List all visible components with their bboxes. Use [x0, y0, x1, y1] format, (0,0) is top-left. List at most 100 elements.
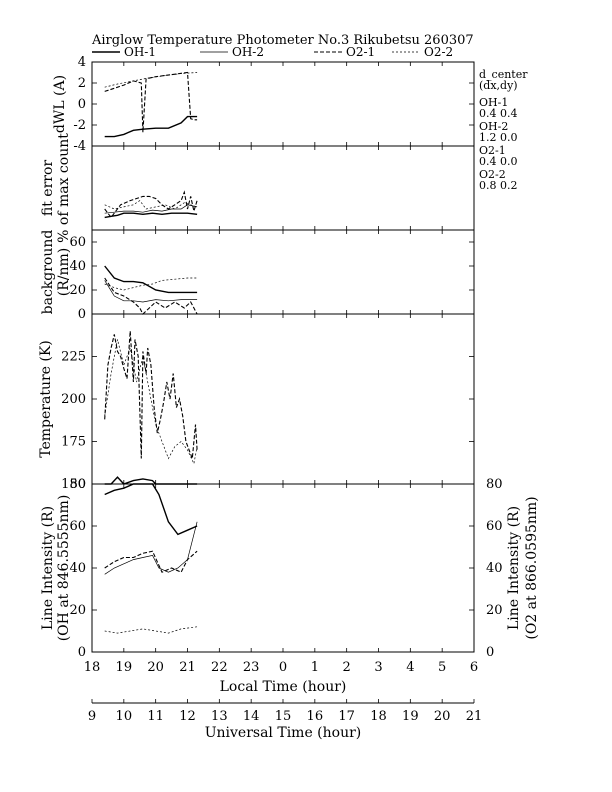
local-time-tick-label: 20: [147, 660, 164, 675]
y2-tick-label: 20: [486, 603, 503, 618]
panel-3: 60 40 20 0 background (R/nm): [40, 229, 475, 322]
local-time-tick-label: 18: [84, 660, 101, 675]
series-line-oh-1: [104, 483, 198, 536]
panel-1: 4 2 0 -2 -4 dWL (A): [52, 55, 475, 154]
series-line-o2-1: [104, 550, 198, 573]
panel-frame: [91, 483, 475, 653]
ut-axis-label: Universal Time (hour): [205, 725, 362, 741]
d-center-note: d_center(dx,dy)OH-10.4 0.4OH-21.2 0.0O2-…: [479, 68, 528, 192]
y-axis-label-2: % of max count: [56, 133, 72, 243]
panel-frame: [91, 61, 475, 147]
panel-frame: [91, 145, 475, 231]
y-axis-label-2: (OH at 846.5555nm): [56, 495, 72, 642]
y2-tick-label: 0: [486, 645, 494, 660]
local-time-tick-label: 0: [279, 660, 287, 675]
y2-tick-label: 80: [486, 477, 503, 492]
y-tick-label: -2: [73, 118, 86, 133]
chart-title: Airglow Temperature Photometer No.3 Riku…: [91, 33, 474, 48]
d-center-name: O2-1: [479, 144, 506, 157]
y-tick-label: 20: [69, 603, 86, 618]
ut-tick-label: 13: [211, 709, 228, 724]
series-line-oh-1: [104, 212, 198, 219]
local-time-tick-label: 3: [374, 660, 382, 675]
y-tick-label: 80: [69, 477, 86, 492]
y-tick-label: 0: [78, 97, 86, 112]
y-axis-label: dWL (A): [52, 75, 68, 133]
y-tick-label: 225: [61, 350, 86, 365]
d-center-header: d_center: [479, 68, 528, 81]
d-center-value: 1.2 0.0: [479, 131, 517, 144]
y-axis-label: Temperature (K): [38, 340, 54, 458]
local-time-tick-label: 21: [179, 660, 196, 675]
local-time-tick-label: 6: [470, 660, 478, 675]
y-tick-label: 4: [78, 55, 86, 70]
legend-item-oh-1: OH-1: [92, 45, 156, 59]
ut-tick-label: 15: [275, 709, 292, 724]
series-line-oh-1: [104, 476, 198, 485]
series-line-o2-2: [104, 626, 198, 634]
y2-axis-label-2: (O2 at 866.0595nm): [524, 496, 540, 639]
ut-tick-label: 16: [307, 709, 324, 724]
panel-frame: [91, 229, 475, 315]
series-line-o2-1: [104, 190, 198, 219]
ut-tick-label: 17: [338, 709, 355, 724]
ut-tick-label: 12: [179, 709, 196, 724]
y2-tick-label: 60: [486, 519, 503, 534]
legend-item-o2-1: O2-1: [314, 45, 375, 59]
series-line-o2-1: [104, 330, 198, 459]
ut-tick-label: 19: [402, 709, 419, 724]
series-line-o2-1: [104, 71, 198, 133]
local-time-tick-label: 23: [243, 660, 260, 675]
y2-axis-label: Line Intensity (R): [506, 506, 522, 630]
legend-label: OH-1: [124, 45, 156, 59]
y-tick-label: 60: [69, 519, 86, 534]
series-line-o2-2: [104, 339, 198, 465]
y-tick-label: -4: [73, 139, 86, 154]
local-time-tick-label: 19: [116, 660, 133, 675]
local-time-tick-label: 1: [311, 660, 319, 675]
y-tick-label: 2: [78, 76, 86, 91]
d-center-header: (dx,dy): [479, 79, 518, 92]
ut-tick-label: 14: [243, 709, 260, 724]
y-tick-label: 40: [69, 561, 86, 576]
series-line-oh-1: [104, 265, 198, 294]
y-axis-label: Line Intensity (R): [40, 506, 56, 630]
d-center-value: 0.4 0.4: [479, 107, 517, 120]
y-axis-label: background: [40, 230, 56, 315]
series-line-oh-2: [104, 204, 198, 214]
series-line-o2-1: [104, 277, 198, 315]
local-time-tick-label: 5: [438, 660, 446, 675]
y-tick-label: 20: [69, 283, 86, 298]
series-line-oh-2: [104, 280, 198, 303]
d-center-name: OH-1: [479, 96, 508, 109]
legend-label: O2-1: [346, 45, 375, 59]
d-center-name: OH-2: [479, 120, 508, 133]
y-tick-label: 40: [69, 259, 86, 274]
legend: OH-1 OH-2 O2-1 O2-2: [92, 45, 453, 59]
y-tick-label: 0: [78, 307, 86, 322]
legend-item-o2-2: O2-2: [392, 45, 453, 59]
local-time-tick-label: 2: [343, 660, 351, 675]
panel-2: fit error% of max count: [40, 133, 475, 243]
legend-label: OH-2: [232, 45, 264, 59]
y-tick-label: 200: [61, 392, 86, 407]
y-tick-label: 150: [61, 477, 86, 492]
ut-tick-label: 18: [370, 709, 387, 724]
series-line-oh-1: [104, 115, 198, 138]
ut-tick-label: 9: [88, 709, 96, 724]
series-line-o2-2: [104, 277, 198, 291]
panel-4: 225 200 175 150 Temperature (K): [38, 313, 475, 492]
series-line-o2-2: [104, 72, 198, 88]
ut-tick-label: 10: [116, 709, 133, 724]
legend-item-oh-2: OH-2: [200, 45, 264, 59]
ut-tick-label: 20: [434, 709, 451, 724]
y-tick-label: 60: [69, 235, 86, 250]
y-tick-label: 175: [61, 435, 86, 450]
series-line-oh-2: [104, 521, 198, 575]
d-center-value: 0.8 0.2: [479, 179, 517, 192]
d-center-name: O2-2: [479, 168, 506, 181]
